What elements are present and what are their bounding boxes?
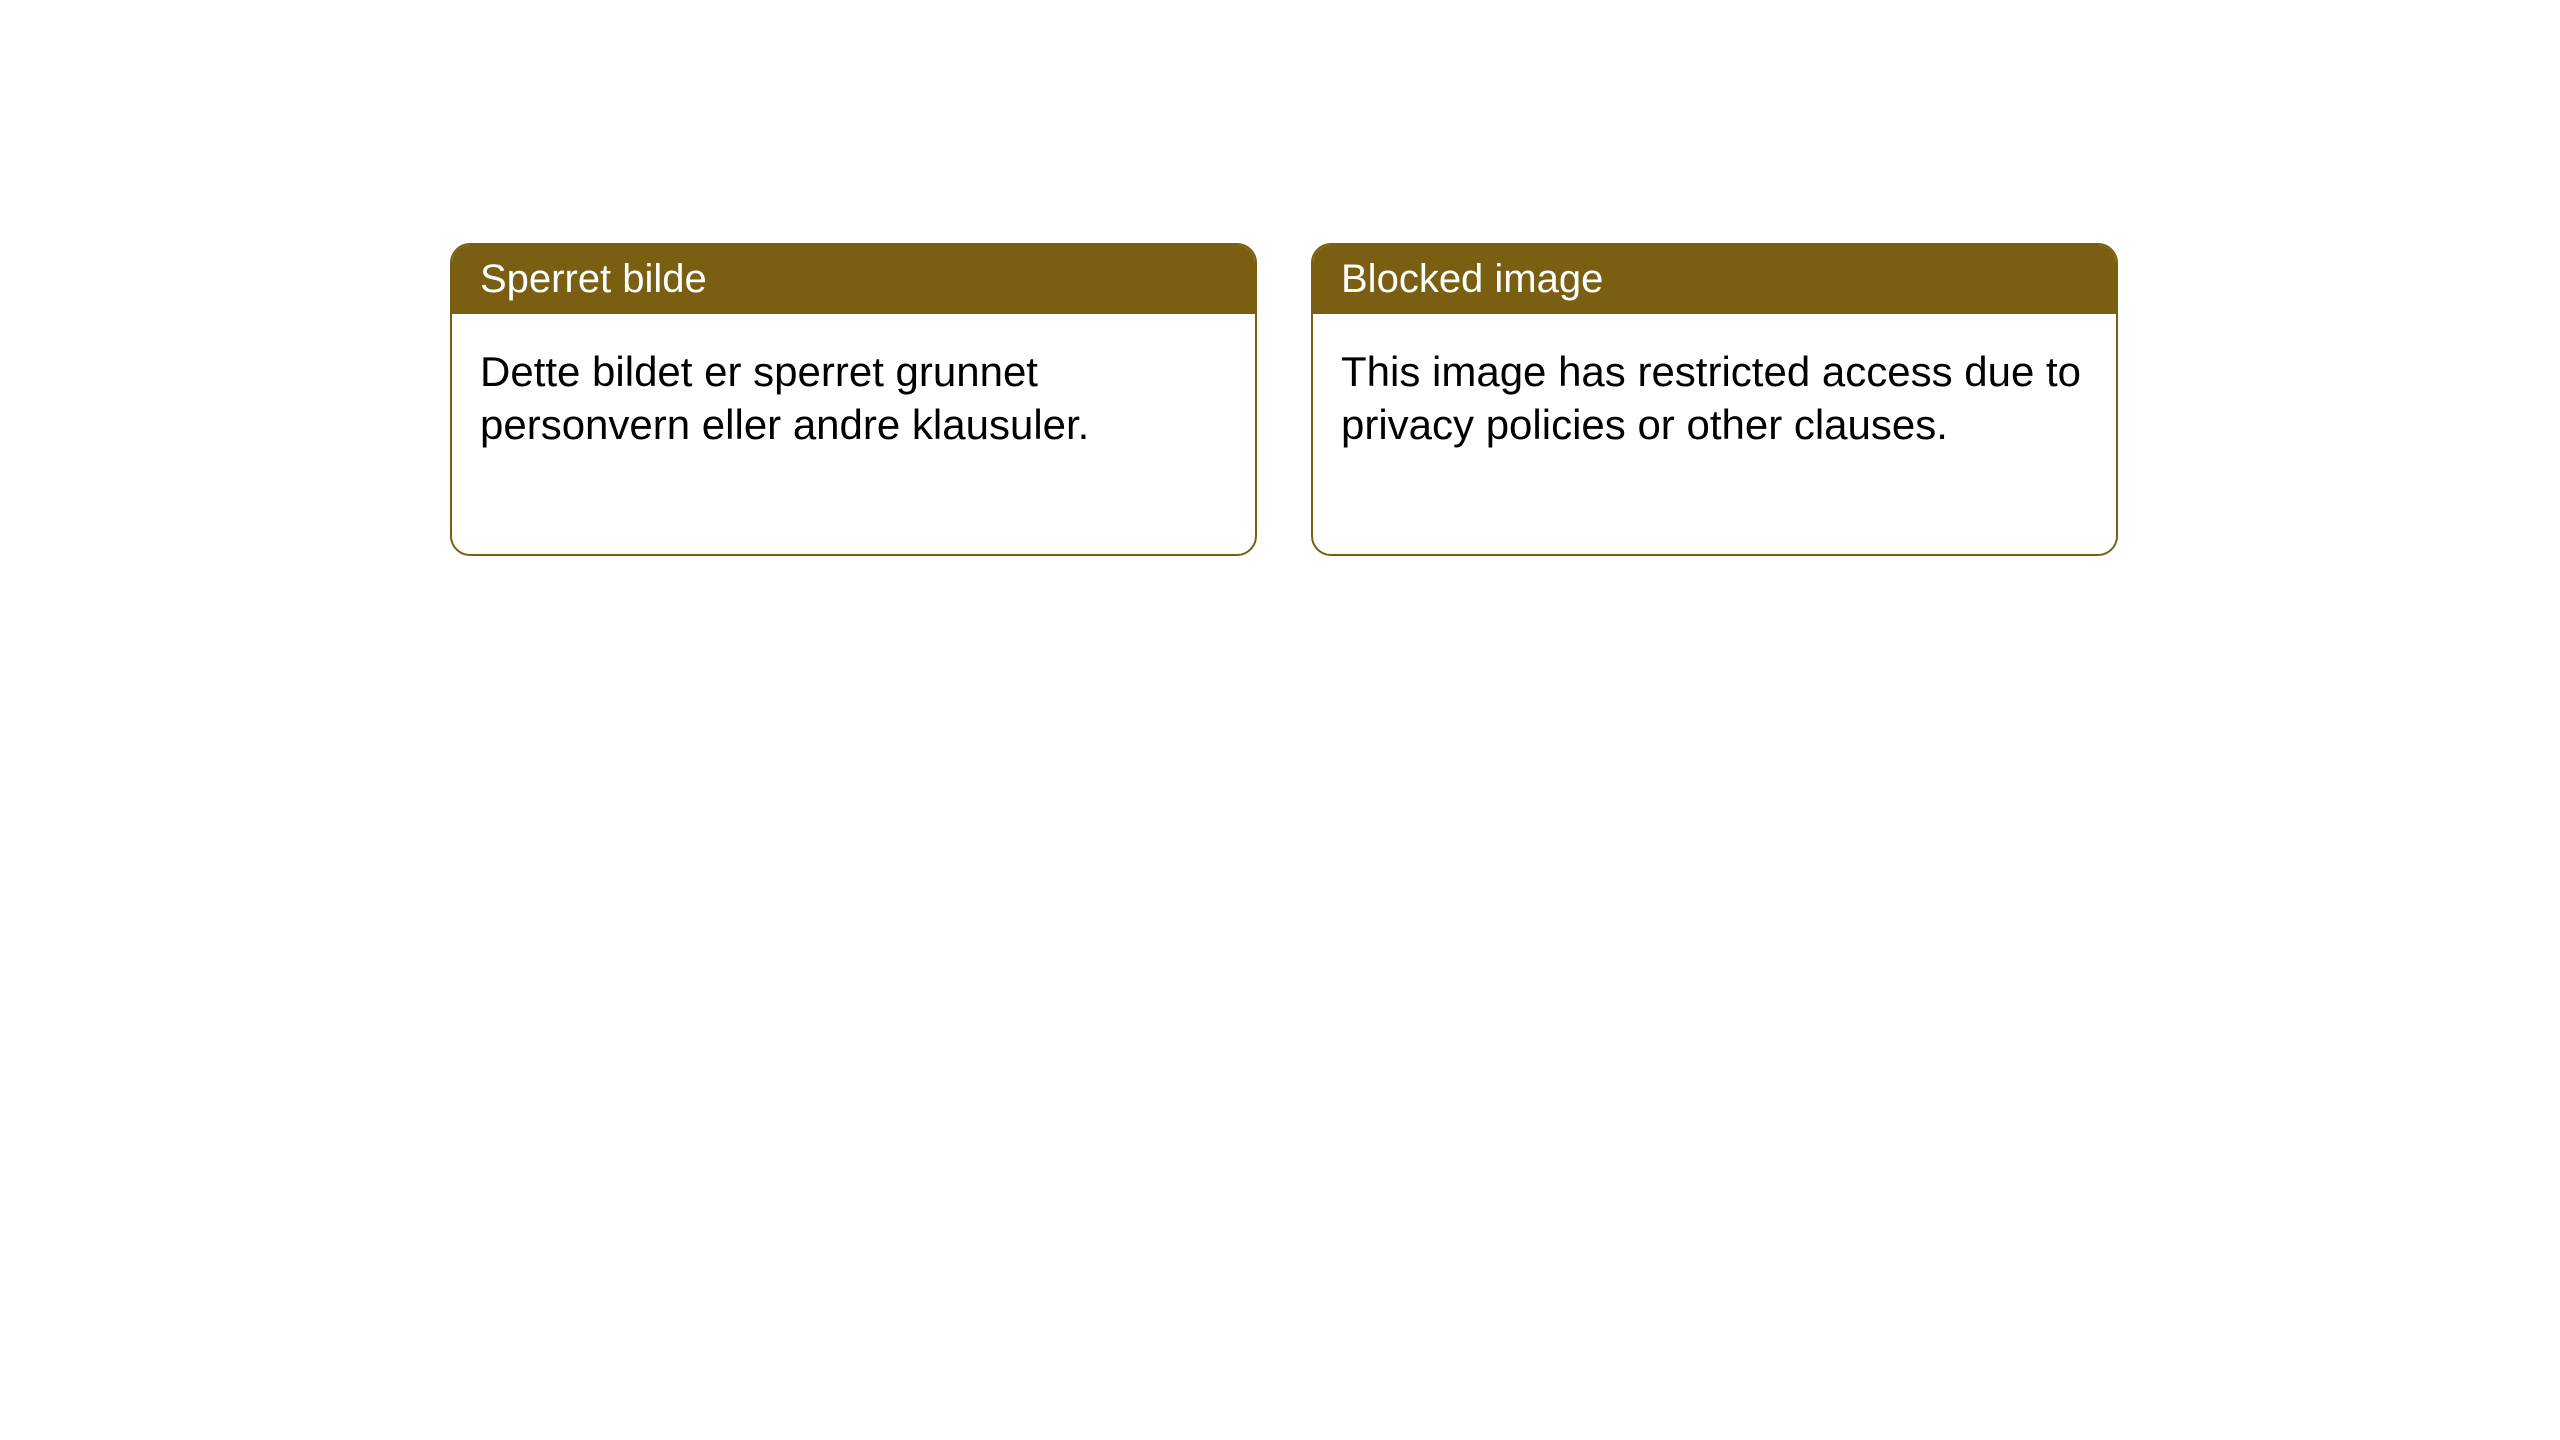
card-header-text: Sperret bilde [480, 257, 707, 301]
card-body: Dette bildet er sperret grunnet personve… [452, 314, 1255, 554]
card-body-text: This image has restricted access due to … [1341, 348, 2081, 448]
notice-cards-container: Sperret bilde Dette bildet er sperret gr… [450, 243, 2118, 556]
notice-card-norwegian: Sperret bilde Dette bildet er sperret gr… [450, 243, 1257, 556]
card-header: Blocked image [1313, 245, 2116, 314]
notice-card-english: Blocked image This image has restricted … [1311, 243, 2118, 556]
card-header: Sperret bilde [452, 245, 1255, 314]
card-body-text: Dette bildet er sperret grunnet personve… [480, 348, 1089, 448]
card-body: This image has restricted access due to … [1313, 314, 2116, 554]
card-header-text: Blocked image [1341, 257, 1603, 301]
